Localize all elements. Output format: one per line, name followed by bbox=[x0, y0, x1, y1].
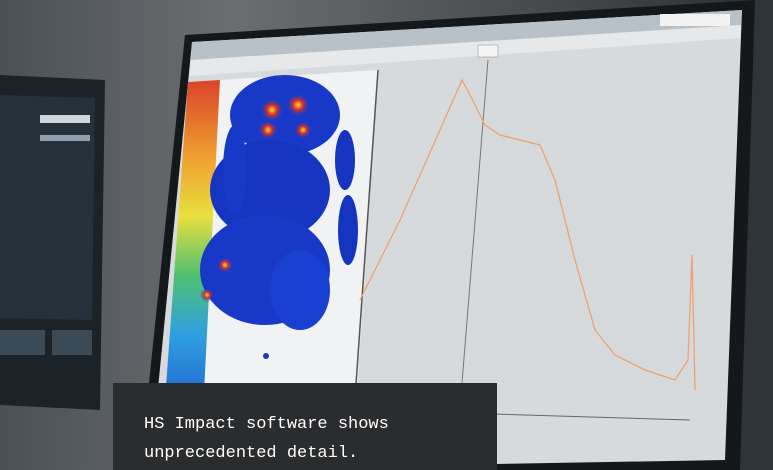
page: HS Impact software shows unprecedented d… bbox=[0, 0, 773, 470]
ui-bar bbox=[40, 135, 90, 141]
left-screen bbox=[0, 95, 95, 320]
ui-button bbox=[52, 330, 92, 355]
caption: HS Impact software shows unprecedented d… bbox=[144, 410, 467, 468]
ui-button bbox=[0, 330, 45, 355]
cursor-label bbox=[478, 45, 498, 57]
ui-bar bbox=[40, 115, 90, 123]
status-box bbox=[660, 14, 730, 26]
caption-box: HS Impact software shows unprecedented d… bbox=[113, 383, 497, 470]
